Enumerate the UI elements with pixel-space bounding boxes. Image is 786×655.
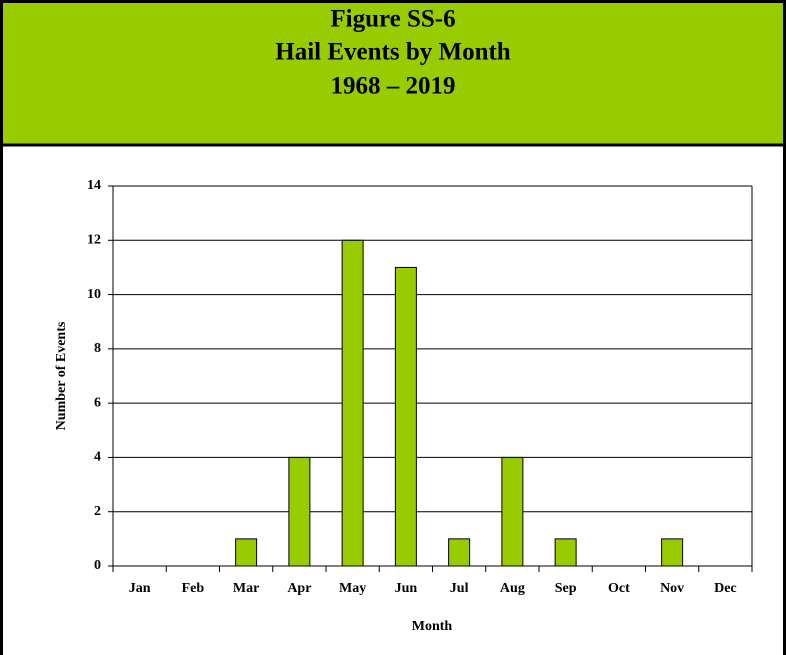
bar: [501, 456, 524, 567]
y-tick-label: 0: [94, 558, 101, 573]
x-tick-label: Nov: [660, 581, 684, 596]
x-tick-label: Oct: [608, 581, 630, 596]
bar: [235, 538, 258, 567]
bar: [661, 538, 684, 567]
x-tick-label: Jan: [129, 581, 151, 596]
chart-title: Hail Events by Month: [275, 39, 511, 66]
y-axis-label: Number of Events: [54, 321, 69, 430]
x-tick-label: Mar: [233, 581, 259, 596]
x-tick-label: May: [339, 581, 366, 596]
x-tick-label: Apr: [287, 581, 311, 596]
y-tick-label: 8: [94, 341, 101, 356]
bar: [341, 239, 364, 567]
y-tick-label: 10: [87, 287, 101, 302]
bar: [288, 456, 311, 567]
header-band: [0, 0, 786, 145]
x-tick-label: Feb: [182, 581, 205, 596]
x-axis-label: Month: [412, 619, 453, 634]
x-tick-label: Aug: [500, 581, 525, 596]
chart-title: Figure SS-6: [330, 6, 455, 33]
y-tick-label: 14: [87, 178, 101, 193]
x-tick-label: Sep: [555, 581, 577, 596]
chart-title: 1968 – 2019: [331, 73, 456, 100]
y-tick-label: 4: [94, 450, 101, 465]
bar: [448, 538, 471, 567]
x-tick-label: Dec: [714, 581, 737, 596]
y-tick-label: 2: [94, 504, 101, 519]
y-tick-label: 12: [87, 233, 101, 248]
bar: [394, 266, 417, 567]
x-tick-label: Jul: [450, 581, 469, 596]
x-tick-label: Jun: [395, 581, 418, 596]
bar: [554, 538, 577, 567]
y-tick-label: 6: [94, 395, 101, 410]
